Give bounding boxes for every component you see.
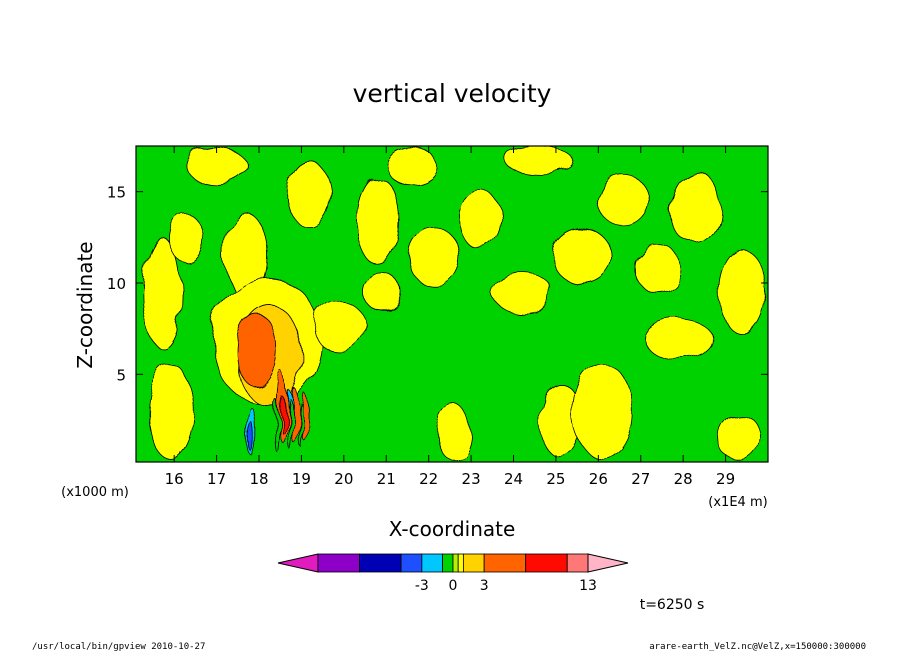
x-tick-label: 23	[462, 470, 481, 488]
colorbar-tick-label: 0	[449, 578, 458, 594]
contour-region-green	[299, 403, 304, 448]
contour-region-yellow	[313, 300, 366, 353]
x-tick-label: 17	[207, 470, 226, 488]
x-axis-label: X-coordinate	[389, 517, 516, 541]
contour-region-yellow	[716, 412, 760, 461]
colorbar	[277, 553, 629, 573]
plot-area: 16 17 18 19 20 21 22 23 24 25 26 27 28 29 5 10 15	[107, 145, 769, 488]
y-axis-ticks: 5 10 15	[107, 184, 768, 384]
colorbar-segment	[421, 553, 444, 573]
y-tick-label: 15	[107, 184, 126, 202]
x-tick-label: 28	[674, 470, 693, 488]
y-tick-label: 5	[116, 366, 126, 384]
contour-region-orange	[236, 313, 278, 388]
colorbar-tick-label: -3	[415, 578, 429, 594]
x-tick-label: 18	[249, 470, 268, 488]
y-axis-label: Z-coordinate	[73, 241, 97, 368]
y-unit-label: (x1000 m)	[61, 485, 129, 500]
contour-region-green	[273, 399, 279, 452]
contour-region-yellow	[186, 147, 247, 185]
contour-region-yellow	[362, 273, 402, 311]
colorbar-segment	[317, 553, 360, 573]
contour-region-yellow	[385, 147, 438, 185]
colorbar-segment	[442, 553, 454, 573]
contour-region-yellow	[597, 174, 650, 227]
contour-region-yellow	[491, 271, 553, 313]
colorbar-segment	[566, 553, 589, 573]
contour-region-yellow	[288, 162, 332, 229]
contour-region-yellow	[572, 362, 633, 459]
x-tick-label: 29	[716, 470, 735, 488]
colorbar-tick-label: 13	[579, 578, 597, 594]
time-label: t=6250 s	[640, 597, 705, 613]
x-tick-label: 20	[334, 470, 353, 488]
chart-title: vertical velocity	[353, 79, 552, 108]
contour-region-yellow	[436, 404, 472, 461]
colorbar-segment	[525, 553, 568, 573]
contour-region-yellow	[551, 227, 612, 284]
contour-region-yellow	[457, 189, 502, 249]
x-tick-label: 22	[419, 470, 438, 488]
colorbar-tick-label: 3	[480, 578, 489, 594]
plot-frame	[135, 145, 769, 463]
colorbar-arrow-high	[587, 553, 629, 573]
contour-region-yellow	[670, 171, 722, 246]
footer-program-info: /usr/local/bin/gpview 2010-10-27	[32, 642, 206, 652]
colorbar-segment	[359, 553, 402, 573]
contour-region-yellow	[146, 362, 194, 459]
x-tick-label: 24	[504, 470, 523, 488]
contour-region-yellow	[504, 147, 574, 174]
x-tick-label: 26	[589, 470, 608, 488]
colorbar-segment	[452, 553, 459, 573]
x-tick-label: 16	[165, 470, 184, 488]
contour-region-blue	[250, 423, 256, 454]
contour-region-yellow	[169, 215, 205, 264]
colorbar-segment	[400, 553, 423, 573]
x-tick-label: 19	[292, 470, 311, 488]
contour-region-yellow	[718, 249, 767, 335]
contour-region-yellow	[407, 225, 459, 286]
y-tick-label: 10	[107, 275, 126, 293]
contour-region-yellow	[633, 244, 682, 293]
contour-region-yellow	[356, 176, 400, 266]
x-axis-ticks: 16 17 18 19 20 21 22 23 24 25 26 27 28 29	[165, 146, 735, 488]
colorbar-segment	[483, 553, 527, 573]
footer-file-info: arare-earth_VelZ.nc@VelZ,x=150000:300000	[649, 642, 866, 652]
x-unit-label: (x1E4 m)	[708, 495, 767, 510]
contour-region-red	[279, 395, 286, 434]
contour-region-yellow	[644, 319, 714, 361]
colorbar-labels: -3 0 3 13	[415, 578, 597, 594]
contour-region-green	[287, 397, 293, 450]
colorbar-arrow-low	[277, 553, 319, 573]
colorbar-segment	[457, 553, 464, 573]
x-tick-label: 27	[631, 470, 650, 488]
x-tick-label: 21	[377, 470, 396, 488]
x-tick-label: 25	[546, 470, 565, 488]
colorbar-segment	[462, 553, 485, 573]
contour-region-yellow	[141, 236, 181, 348]
